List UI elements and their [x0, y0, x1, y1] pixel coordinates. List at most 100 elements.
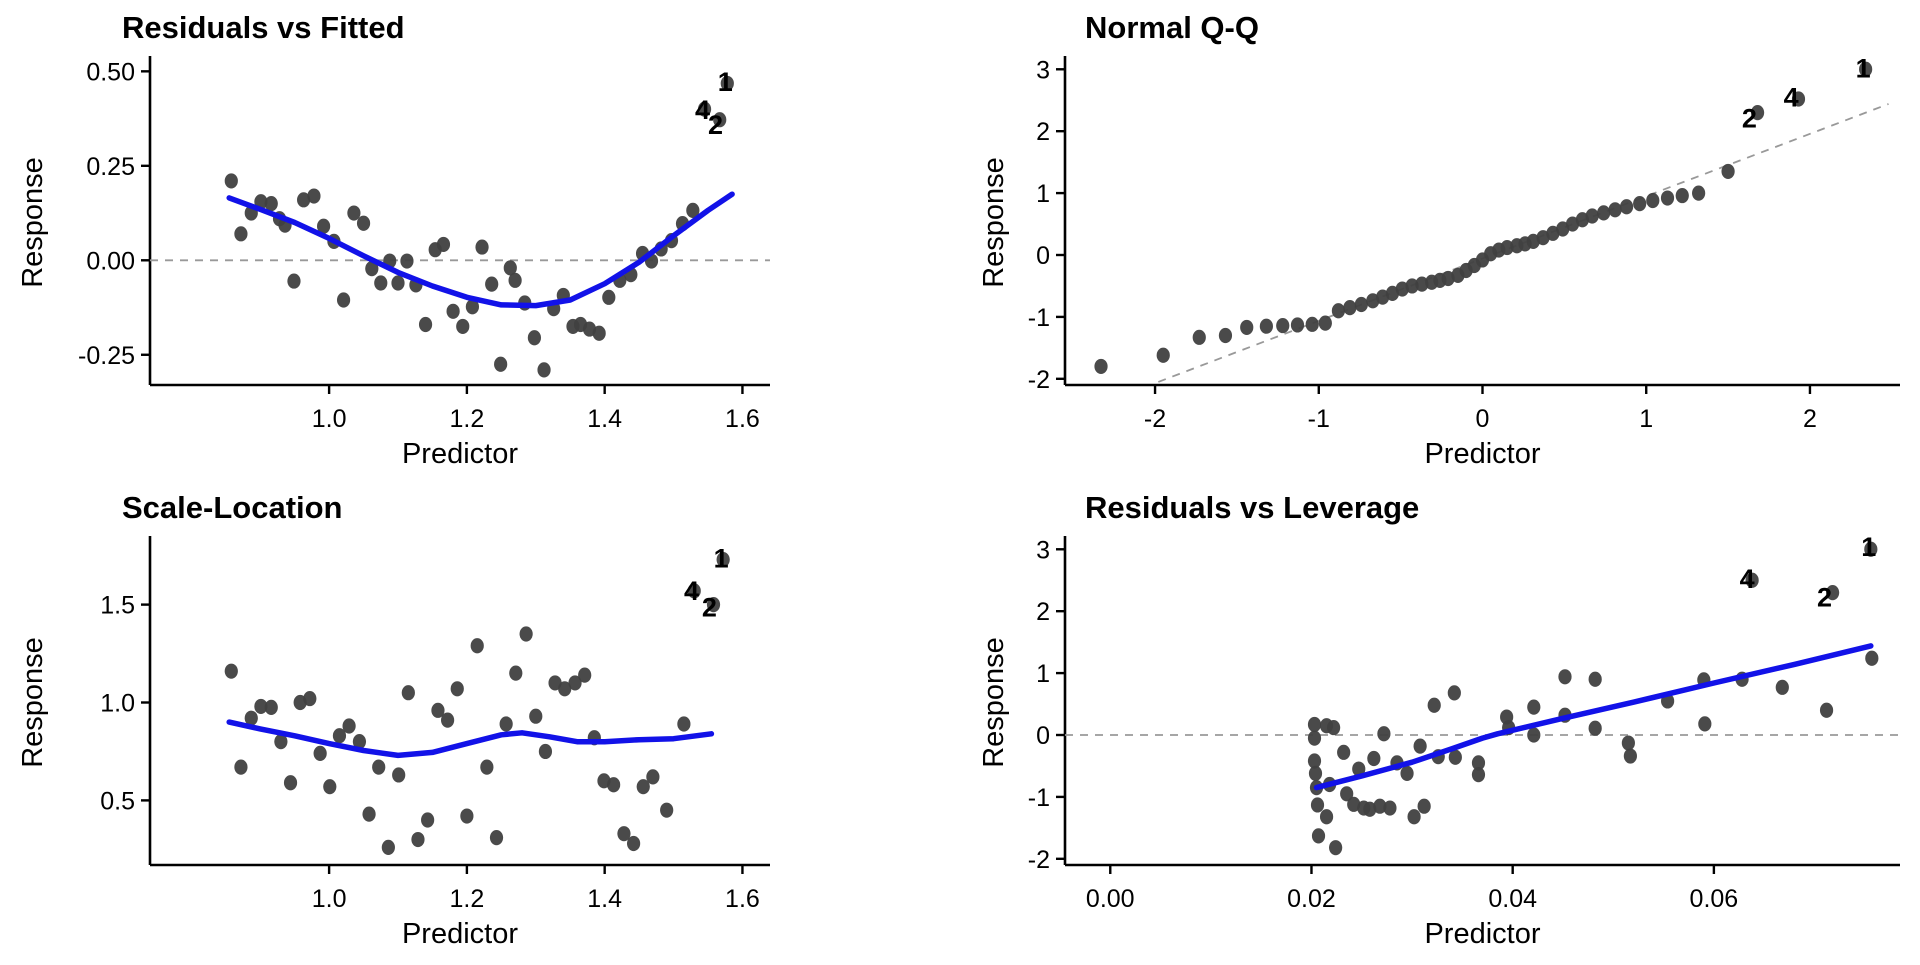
data-point: [450, 681, 464, 697]
data-point: [1327, 719, 1341, 736]
data-point: [568, 675, 582, 691]
data-point: [465, 299, 479, 315]
data-point: [1276, 317, 1290, 334]
x-tick-label: 1.6: [725, 885, 760, 913]
data-point: [1094, 358, 1108, 375]
data-point: [418, 316, 433, 333]
outlier-label-1: 1: [718, 67, 733, 97]
data-point: [686, 202, 700, 219]
data-point: [297, 192, 311, 208]
panel-residuals-vs-fitted: Residuals vs Fitted 1.0 1.2 1.4 1.6 -0.25 0.00…: [17, 10, 770, 470]
outlier-label-1: 1: [1861, 532, 1876, 562]
data-point: [558, 681, 572, 697]
data-point: [224, 663, 238, 679]
data-point: [356, 215, 371, 231]
data-point: [392, 767, 406, 783]
outlier-label-2: 2: [708, 110, 723, 140]
data-point: [234, 759, 248, 775]
data-point: [374, 275, 388, 291]
x-tick-label: 1.6: [725, 405, 760, 433]
outlier-point-1: [716, 551, 730, 568]
outlier-point-1: [720, 75, 734, 92]
data-point: [617, 826, 631, 842]
data-point: [508, 272, 522, 288]
x-tick-label: 1.2: [450, 405, 485, 433]
data-point: [1619, 199, 1634, 215]
data-point: [1307, 753, 1322, 769]
y-tick-label: 0: [1036, 242, 1050, 270]
data-point: [1471, 755, 1486, 771]
y-tick-label: 0.00: [86, 247, 135, 275]
data-point: [1646, 192, 1660, 209]
outlier-point-4: [697, 101, 712, 117]
data-point: [411, 831, 425, 848]
data-point: [1660, 190, 1675, 206]
panel-title-residuals-vs-fitted: Residuals vs Fitted: [122, 10, 405, 45]
data-point: [529, 708, 543, 724]
data-point: [1192, 329, 1206, 345]
data-point: [1319, 809, 1334, 825]
data-point: [1588, 671, 1602, 687]
data-point: [1621, 735, 1635, 751]
data-point: [1240, 319, 1254, 336]
data-point: [372, 759, 386, 775]
x-tick-label: 1.0: [312, 885, 347, 913]
panel-title-normal-qq: Normal Q-Q: [1085, 10, 1259, 45]
data-point: [1343, 300, 1357, 316]
x-tick-label: 0.06: [1690, 885, 1739, 913]
data-point: [527, 330, 542, 346]
data-point: [677, 716, 691, 732]
data-point: [1500, 239, 1514, 256]
outlier-label-2: 2: [702, 593, 717, 623]
smooth-line: [226, 191, 735, 309]
data-point: [1218, 327, 1233, 344]
data-point: [1405, 278, 1419, 294]
x-tick-label: 0.04: [1488, 885, 1537, 913]
outlier-point-2: [1825, 585, 1840, 601]
data-point: [1447, 685, 1461, 701]
data-point: [1347, 796, 1361, 812]
data-point: [307, 188, 321, 204]
data-point: [1318, 315, 1332, 331]
outlier-label-1: 1: [714, 544, 729, 574]
data-point: [352, 734, 367, 750]
data-point: [592, 325, 606, 341]
data-point: [401, 685, 415, 701]
outlier-point-1: [1859, 61, 1873, 77]
smooth-line: [1313, 643, 1874, 791]
data-point: [446, 303, 460, 319]
panel-residuals-vs-leverage: Residuals vs Leverage 0.00 0.02 0.04 0.06 -2 -…: [978, 490, 1900, 950]
y-tick-label: 0: [1036, 722, 1050, 750]
data-point: [1363, 801, 1377, 817]
data-point: [485, 276, 499, 292]
data-point: [436, 236, 451, 253]
data-point: [489, 829, 504, 846]
smooth-line: [226, 719, 715, 759]
data-point: [381, 839, 395, 855]
data-point: [503, 260, 517, 276]
data-point: [636, 779, 650, 795]
data-point: [1588, 720, 1602, 736]
y-axis-title: Response: [978, 637, 1010, 768]
data-point: [646, 769, 660, 785]
y-tick-label: 1: [1036, 660, 1050, 688]
y-tick-label: -0.25: [78, 342, 135, 370]
data-point: [365, 261, 379, 277]
data-point: [332, 728, 347, 744]
data-point: [602, 289, 616, 305]
data-point: [400, 253, 414, 269]
data-point: [303, 690, 317, 707]
y-axis-title: Response: [978, 157, 1010, 288]
outlier-label-4: 4: [1740, 564, 1755, 594]
data-point: [1597, 205, 1611, 221]
data-point: [317, 218, 331, 234]
x-tick-label: 2: [1803, 405, 1817, 433]
data-point: [456, 318, 470, 335]
x-tick-label: 0: [1476, 405, 1490, 433]
data-point: [1259, 318, 1273, 334]
y-tick-label: -2: [1028, 846, 1050, 874]
data-point: [224, 173, 238, 189]
data-point: [274, 734, 288, 750]
